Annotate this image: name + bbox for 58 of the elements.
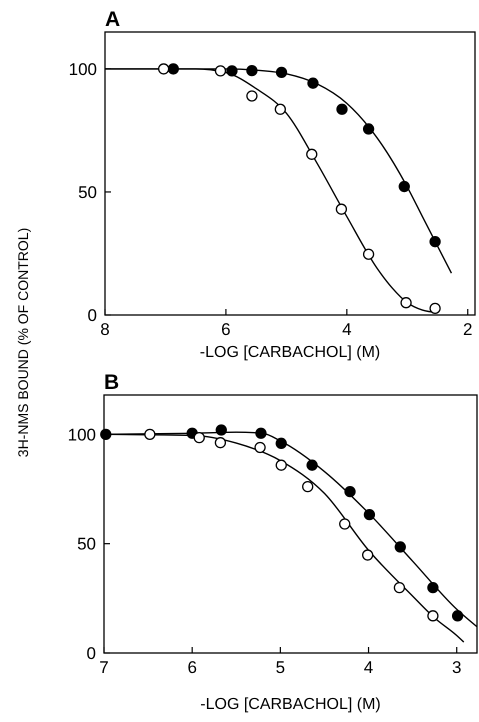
point bbox=[216, 424, 227, 436]
y-tick-label: 50 bbox=[77, 534, 96, 554]
point bbox=[307, 78, 319, 89]
point bbox=[452, 610, 464, 622]
point bbox=[158, 63, 170, 75]
y-tick-label: 50 bbox=[78, 182, 97, 202]
point bbox=[276, 460, 287, 471]
x-tick-label: 4 bbox=[342, 320, 352, 339]
chart-title: A bbox=[105, 8, 120, 31]
point bbox=[144, 428, 156, 440]
point bbox=[246, 90, 258, 102]
point bbox=[398, 180, 410, 192]
point bbox=[400, 297, 412, 308]
point bbox=[276, 66, 288, 78]
point bbox=[255, 428, 267, 439]
x-tick-label: 7 bbox=[99, 658, 109, 677]
point bbox=[429, 302, 441, 314]
x-tick-label: 6 bbox=[187, 658, 197, 677]
y-tick-label: 0 bbox=[86, 644, 96, 663]
x-axis-title: -LOG [CARBACHOL] (M) bbox=[200, 696, 381, 713]
y-axis-title: 3H-NMS BOUND (% OF CONTROL) bbox=[15, 228, 31, 458]
point bbox=[344, 486, 356, 498]
point bbox=[254, 442, 266, 454]
point bbox=[429, 236, 441, 248]
point bbox=[364, 508, 376, 520]
point bbox=[226, 65, 238, 77]
x-tick-label: 5 bbox=[276, 658, 286, 677]
point bbox=[362, 248, 374, 260]
chart-title: B bbox=[104, 371, 120, 394]
point bbox=[246, 64, 258, 76]
x-tick-label: 4 bbox=[364, 658, 374, 677]
point bbox=[194, 432, 205, 444]
y-tick-label: 100 bbox=[68, 60, 97, 79]
point bbox=[302, 480, 314, 492]
x-tick-label: 3 bbox=[452, 658, 462, 677]
point bbox=[427, 610, 439, 622]
point bbox=[214, 65, 226, 77]
y-tick-label: 100 bbox=[68, 425, 96, 444]
point bbox=[306, 460, 318, 471]
point bbox=[394, 541, 406, 553]
point bbox=[214, 437, 226, 448]
y-tick-label: 0 bbox=[88, 306, 97, 325]
x-tick-label: 6 bbox=[221, 320, 231, 339]
point bbox=[274, 104, 286, 115]
point bbox=[336, 204, 348, 215]
x-axis-title: -LOG [CARBACHOL] (M) bbox=[200, 344, 380, 361]
point bbox=[276, 438, 287, 449]
point bbox=[336, 104, 348, 115]
point bbox=[362, 549, 374, 561]
x-tick-label: 2 bbox=[463, 320, 472, 339]
point bbox=[394, 582, 406, 594]
x-tick-label: 8 bbox=[100, 320, 110, 339]
point bbox=[306, 148, 318, 160]
point bbox=[339, 518, 350, 530]
point bbox=[100, 428, 112, 440]
point bbox=[168, 63, 179, 75]
point bbox=[362, 123, 374, 135]
point bbox=[427, 582, 439, 594]
